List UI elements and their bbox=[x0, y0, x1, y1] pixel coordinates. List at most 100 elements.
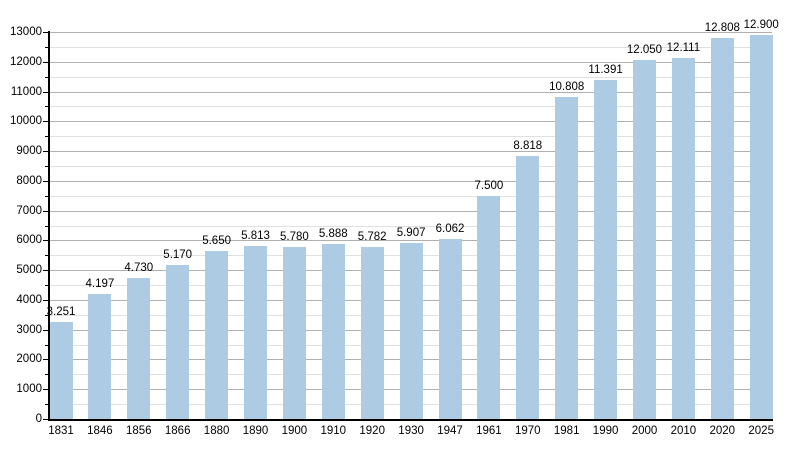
y-axis-tick-label: 5000 bbox=[16, 264, 42, 277]
x-axis-tick-label: 1890 bbox=[242, 425, 269, 437]
y-axis-minor-tick bbox=[45, 374, 48, 376]
bar bbox=[516, 156, 540, 419]
x-axis-tick-label: 1900 bbox=[281, 425, 308, 437]
minor-gridline bbox=[48, 76, 772, 78]
y-axis-minor-tick bbox=[45, 285, 48, 287]
y-axis-tick-label: 4000 bbox=[16, 293, 42, 306]
y-axis-major-tick bbox=[43, 329, 48, 331]
y-axis-minor-tick bbox=[45, 255, 48, 257]
bar-value-label: 5.782 bbox=[357, 230, 387, 243]
y-axis-tick-label: 9000 bbox=[16, 145, 42, 158]
bar-value-label: 3.251 bbox=[46, 306, 76, 319]
major-gridline bbox=[48, 210, 772, 212]
y-axis-minor-tick bbox=[45, 165, 48, 167]
x-axis-line bbox=[48, 419, 773, 421]
bar bbox=[127, 278, 151, 419]
y-axis-minor-tick bbox=[45, 225, 48, 227]
y-axis-major-tick bbox=[43, 389, 48, 391]
bar bbox=[477, 195, 501, 419]
bar-value-label: 12.900 bbox=[743, 18, 779, 31]
y-axis-major-tick bbox=[43, 151, 48, 153]
x-axis-tick-label: 1947 bbox=[437, 425, 463, 437]
y-axis-tick-label: 11000 bbox=[10, 85, 42, 98]
y-axis-tick-label: 8000 bbox=[16, 174, 42, 187]
y-axis-minor-tick bbox=[45, 106, 48, 108]
major-gridline bbox=[48, 61, 772, 63]
minor-gridline bbox=[48, 195, 772, 197]
x-axis-tick-label: 2010 bbox=[670, 425, 697, 437]
bar-value-label: 5.170 bbox=[163, 249, 193, 262]
x-axis-tick-label: 1990 bbox=[592, 425, 619, 437]
x-axis-tick-label: 1910 bbox=[320, 425, 347, 437]
bar-value-label: 5.888 bbox=[318, 227, 348, 240]
bar-value-label: 8.818 bbox=[513, 140, 543, 153]
x-axis-tick-label: 1981 bbox=[553, 425, 580, 437]
y-axis-tick-label: 6000 bbox=[16, 234, 42, 247]
bar-value-label: 11.391 bbox=[588, 63, 623, 76]
minor-gridline bbox=[48, 165, 772, 167]
y-axis-minor-tick bbox=[45, 404, 48, 406]
y-axis-tick-label: 12000 bbox=[10, 55, 42, 68]
bar bbox=[49, 322, 73, 419]
bar-value-label: 4.730 bbox=[124, 262, 154, 275]
major-gridline bbox=[48, 32, 772, 33]
y-axis-major-tick bbox=[43, 210, 48, 212]
bar bbox=[244, 245, 267, 419]
x-axis-tick-label: 1961 bbox=[476, 425, 502, 437]
minor-gridline bbox=[48, 225, 772, 227]
y-axis-major-tick bbox=[43, 61, 48, 63]
bar bbox=[166, 265, 190, 419]
bar bbox=[671, 58, 695, 419]
y-axis-minor-tick bbox=[45, 344, 48, 346]
x-axis-tick-label: 1831 bbox=[48, 425, 74, 437]
y-axis-tick-label: 10000 bbox=[10, 115, 42, 128]
x-axis-tick-label: 1880 bbox=[203, 425, 230, 437]
bar bbox=[399, 243, 423, 419]
bar-value-label: 4.197 bbox=[85, 278, 115, 291]
bar-value-label: 10.808 bbox=[549, 81, 585, 94]
x-axis-tick-label: 2025 bbox=[748, 425, 774, 437]
y-axis-minor-tick bbox=[45, 314, 48, 316]
bar bbox=[88, 294, 112, 419]
major-gridline bbox=[48, 91, 772, 93]
bar-value-label: 12.050 bbox=[626, 44, 663, 57]
bar bbox=[555, 97, 579, 419]
bar bbox=[633, 60, 656, 419]
y-axis-minor-tick bbox=[45, 136, 48, 138]
bar-value-label: 7.500 bbox=[474, 179, 504, 192]
y-axis-major-tick bbox=[43, 299, 48, 301]
bar-value-label: 12.808 bbox=[704, 21, 740, 34]
major-gridline bbox=[48, 151, 772, 153]
y-axis-major-tick bbox=[43, 359, 48, 361]
x-axis-tick-label: 2000 bbox=[631, 425, 658, 437]
x-axis-tick-label: 1866 bbox=[164, 425, 191, 437]
bar bbox=[205, 250, 229, 419]
bar bbox=[360, 246, 384, 419]
y-axis-major-tick bbox=[43, 270, 48, 272]
x-axis-tick-label: 2020 bbox=[709, 425, 736, 437]
y-axis-tick-label: 2000 bbox=[16, 353, 42, 366]
bar-value-label: 6.062 bbox=[435, 222, 465, 235]
bar-value-label: 12.111 bbox=[666, 42, 701, 55]
bar bbox=[282, 246, 306, 419]
x-axis-tick-label: 1930 bbox=[398, 425, 424, 437]
bar bbox=[710, 37, 734, 419]
minor-gridline bbox=[48, 136, 772, 138]
major-gridline bbox=[48, 240, 772, 242]
minor-gridline bbox=[48, 106, 772, 108]
y-axis-tick-label: 7000 bbox=[16, 204, 42, 217]
minor-gridline bbox=[48, 46, 772, 48]
y-axis-tick-label: 1000 bbox=[16, 383, 42, 396]
y-axis-major-tick bbox=[43, 419, 48, 420]
x-axis-tick-label: 1846 bbox=[87, 425, 113, 437]
bar-value-label: 5.813 bbox=[241, 229, 270, 242]
bar-value-label: 5.780 bbox=[280, 230, 309, 243]
major-gridline bbox=[48, 180, 772, 182]
x-axis-tick-label: 1920 bbox=[359, 425, 385, 437]
y-axis-tick-label: 3000 bbox=[16, 323, 42, 336]
bar bbox=[438, 238, 462, 419]
major-gridline bbox=[48, 121, 772, 123]
y-axis-major-tick bbox=[43, 180, 48, 182]
